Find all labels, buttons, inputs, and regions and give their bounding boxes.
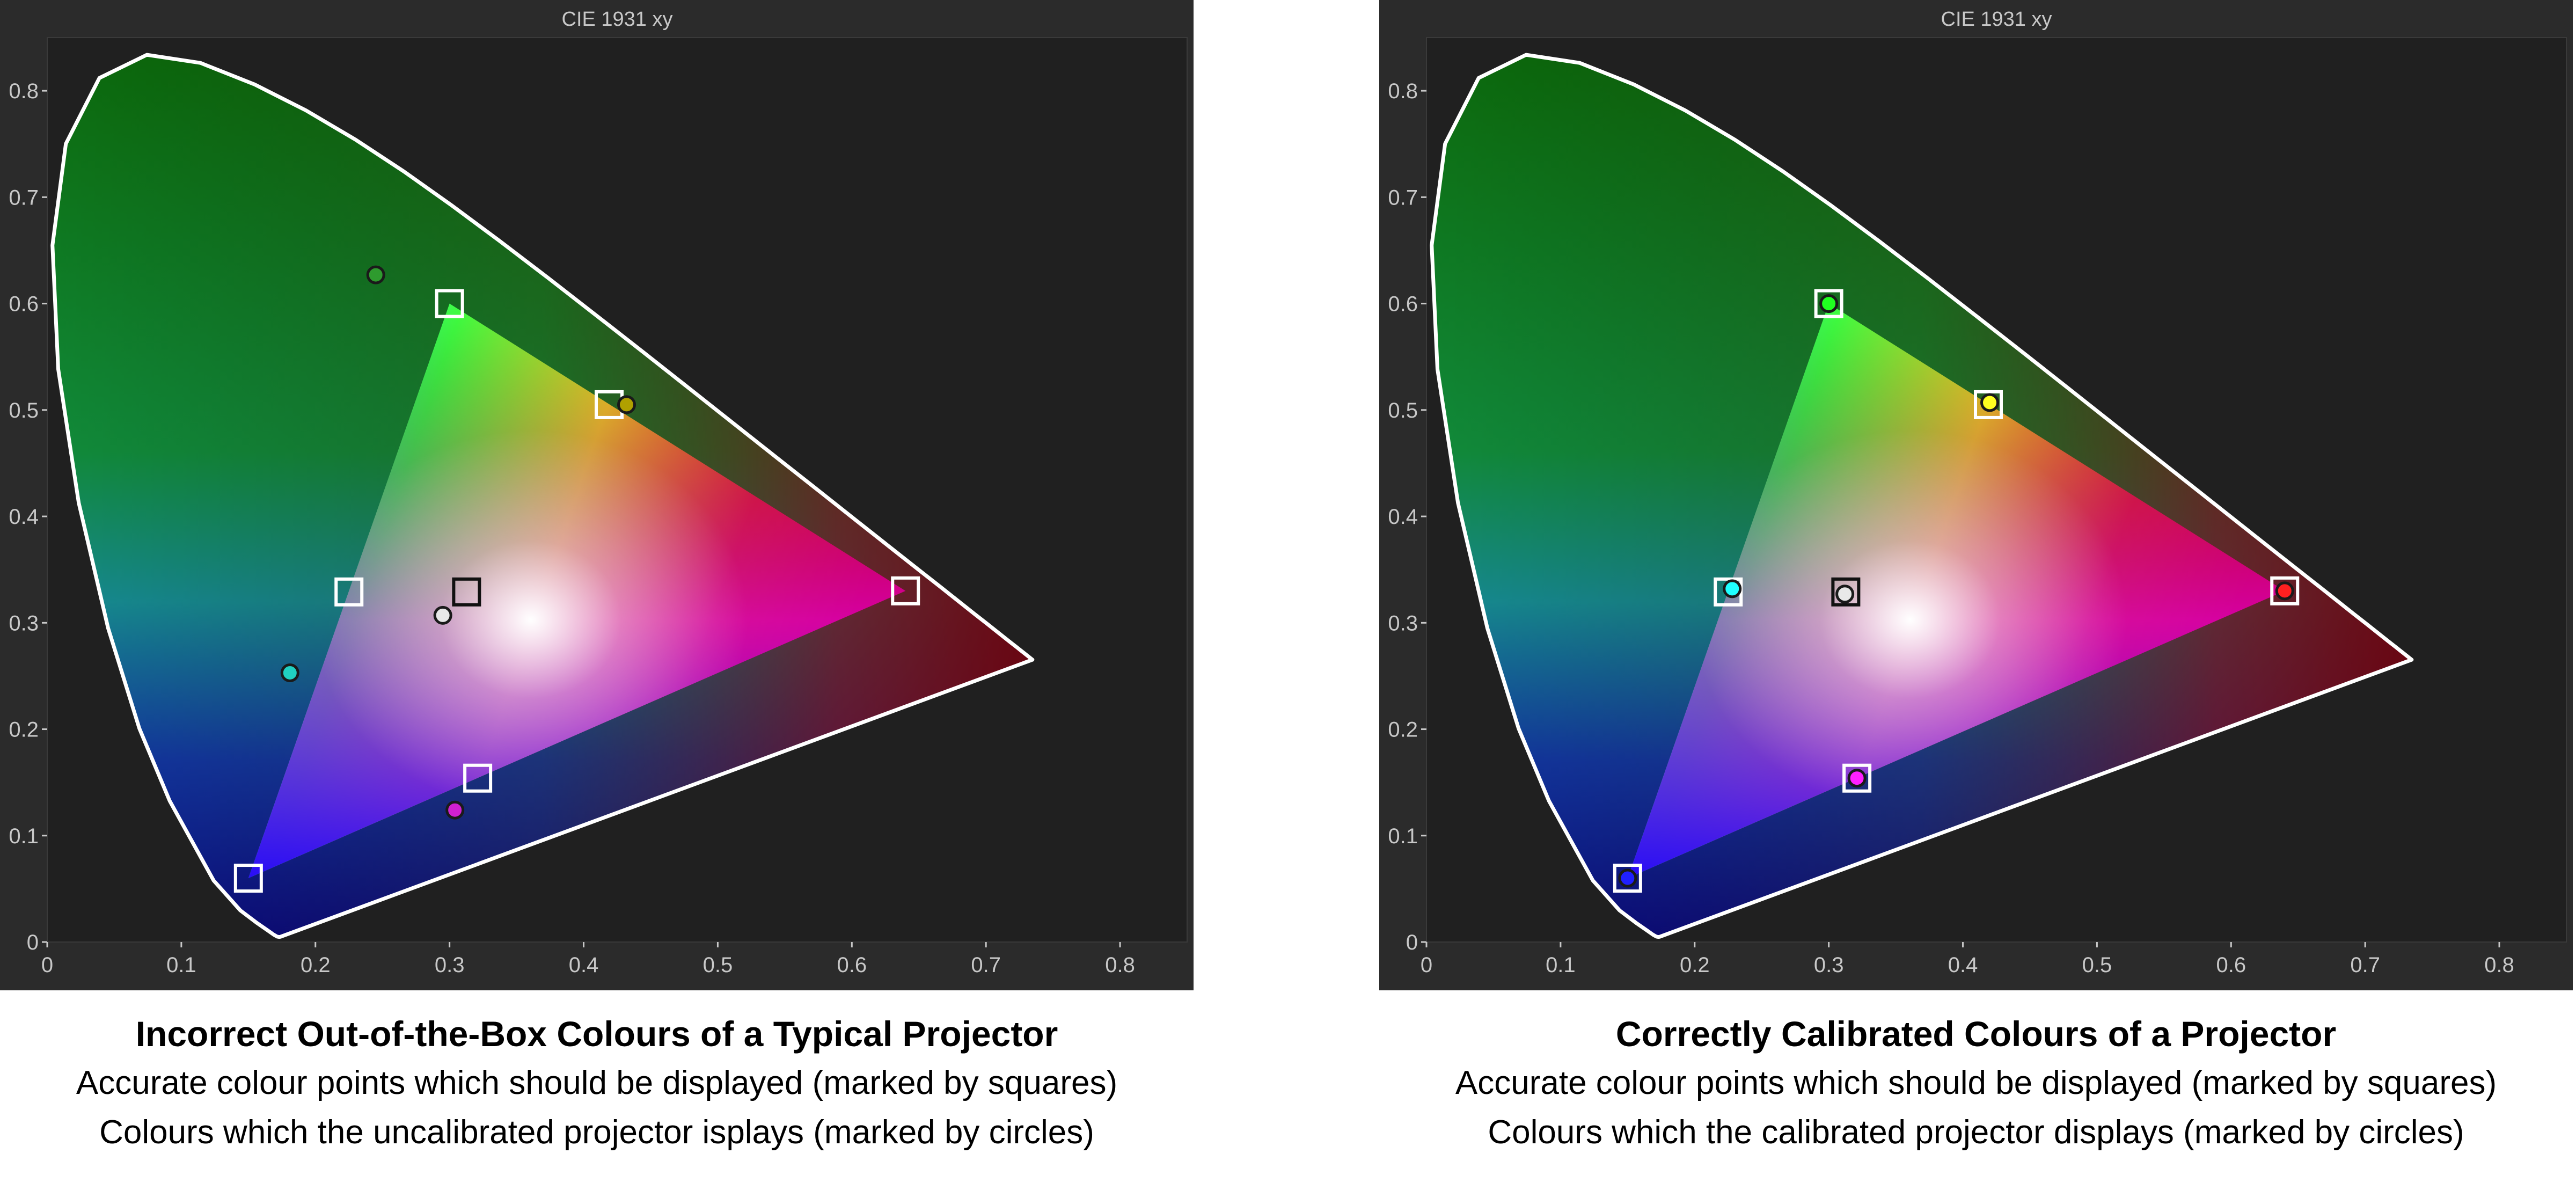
x-tick-label: 0.6 (837, 953, 867, 977)
measured-circle-marker (1847, 769, 1867, 788)
x-tick-label: 0.1 (166, 953, 196, 977)
x-tick-label: 0.5 (703, 953, 733, 977)
measured-circle-marker (1723, 579, 1742, 598)
chart-title: CIE 1931 xy (1941, 8, 2052, 31)
x-tick-label: 0.4 (569, 953, 599, 977)
gamut-triangle-white (248, 303, 906, 879)
gamut-triangle-white (1627, 303, 2285, 879)
caption-title: Correctly Calibrated Colours of a Projec… (1615, 1014, 2337, 1054)
target-square-marker (1613, 864, 1642, 893)
target-square-marker (1831, 577, 1861, 607)
measured-circle-marker (1835, 585, 1855, 604)
y-tick-label: 0.2 (1388, 718, 1418, 742)
y-tick-label: 0.4 (9, 505, 39, 529)
target-square-marker (435, 289, 464, 318)
y-tick-label: 0 (1406, 931, 1418, 954)
x-tick-label: 0.8 (1105, 953, 1135, 977)
y-tick-label: 0.3 (1388, 611, 1418, 635)
target-square-marker (1974, 390, 2003, 419)
x-tick-label: 0.4 (1948, 953, 1978, 977)
x-tick-label: 0 (1421, 953, 1432, 977)
y-tick-label: 0.1 (1388, 824, 1418, 848)
target-square-marker (1814, 289, 1843, 318)
caption-title: Incorrect Out-of-the-Box Colours of a Ty… (135, 1014, 1058, 1054)
chart-panel-uncalibrated: CIE 1931 xy 0 0.1 0.2 0.3 0.4 0.5 0.6 0.7 0.8 0 0.1… (0, 0, 1194, 1190)
target-square-marker (463, 763, 493, 793)
target-square-marker (334, 577, 364, 607)
measured-circle-marker (1819, 294, 1839, 313)
y-tick-label: 0.2 (9, 718, 39, 742)
x-tick-label: 0.2 (301, 953, 331, 977)
x-tick-label: 0.5 (2082, 953, 2112, 977)
y-tick-label: 0.8 (1388, 79, 1418, 103)
y-tick-label: 0 (27, 931, 39, 954)
chart-title: CIE 1931 xy (562, 8, 673, 31)
measured-circle-marker (366, 265, 385, 284)
caption-circles-note: Colours which the uncalibrated projector… (99, 1114, 1094, 1151)
y-tick-label: 0.8 (9, 79, 39, 103)
x-tick-label: 0.1 (1546, 953, 1576, 977)
y-tick-label: 0.3 (9, 611, 39, 635)
y-tick-label: 0.7 (1388, 186, 1418, 209)
y-tick-label: 0.1 (9, 824, 39, 848)
x-tick-label: 0.6 (2216, 953, 2246, 977)
measured-circle-marker (617, 395, 636, 414)
x-tick-label: 0.8 (2484, 953, 2514, 977)
caption-uncalibrated: Incorrect Out-of-the-Box Colours of a Ty… (0, 1009, 1194, 1157)
target-square-marker (452, 577, 481, 607)
x-tick-label: 0.7 (2350, 953, 2380, 977)
measured-circle-marker (2275, 581, 2294, 601)
target-square-marker (891, 576, 920, 605)
measured-circle-marker (433, 605, 452, 625)
x-tick-label: 0 (41, 953, 53, 977)
target-square-marker (2270, 576, 2300, 605)
measured-circle-marker (445, 800, 465, 820)
x-tick-label: 0.3 (435, 953, 465, 977)
target-square-marker (233, 864, 263, 893)
y-tick-label: 0.5 (9, 399, 39, 422)
x-tick-label: 0.2 (1680, 953, 1710, 977)
y-tick-label: 0.7 (9, 186, 39, 209)
target-square-marker (1842, 763, 1872, 793)
cie-chart-uncalibrated: CIE 1931 xy 0 0.1 0.2 0.3 0.4 0.5 0.6 0.7 0.8 0 0.1… (0, 0, 1194, 990)
target-square-marker (1714, 577, 1743, 607)
y-tick-label: 0.6 (9, 293, 39, 316)
x-tick-label: 0.3 (1814, 953, 1844, 977)
caption-calibrated: Correctly Calibrated Colours of a Projec… (1379, 1009, 2573, 1157)
spectral-locus-outline (1430, 53, 2414, 939)
cie-chart-calibrated: CIE 1931 xy 0 0.1 0.2 0.3 0.4 0.5 0.6 0.7 0.8 0 0.1… (1379, 0, 2573, 990)
measured-circle-marker (1980, 393, 2000, 412)
caption-circles-note: Colours which the calibrated projector d… (1488, 1114, 2464, 1151)
spectral-locus-outline (50, 53, 1035, 939)
measured-circle-marker (1618, 868, 1637, 888)
x-tick-label: 0.7 (971, 953, 1001, 977)
y-tick-label: 0.5 (1388, 399, 1418, 422)
chart-panel-calibrated: CIE 1931 xy 0 0.1 0.2 0.3 0.4 0.5 0.6 0.7 0.8 0 0.1… (1379, 0, 2573, 1190)
measured-circle-marker (280, 663, 299, 682)
y-tick-label: 0.6 (1388, 293, 1418, 316)
caption-squares-note: Accurate colour points which should be d… (76, 1064, 1118, 1101)
y-tick-label: 0.4 (1388, 505, 1418, 529)
caption-squares-note: Accurate colour points which should be d… (1455, 1064, 2497, 1101)
